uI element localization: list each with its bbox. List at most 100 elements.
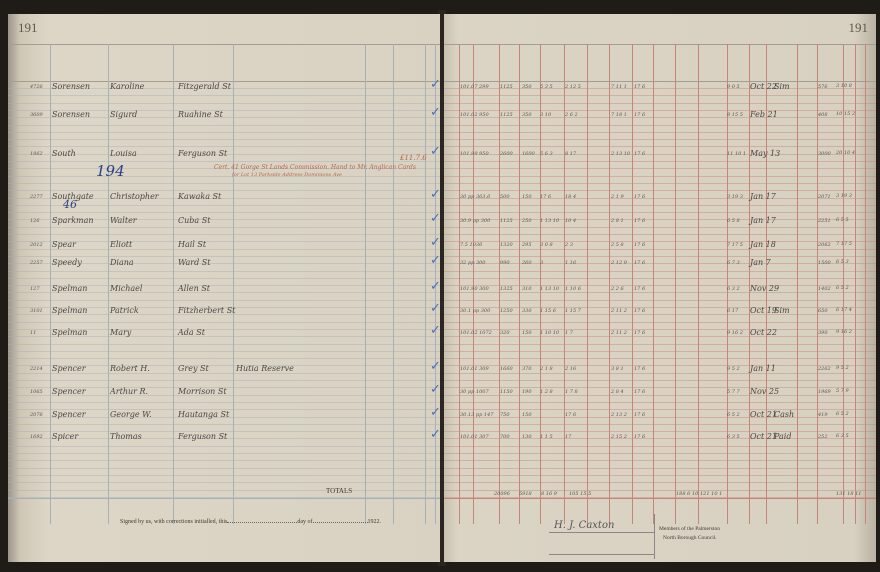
- christian-name: Sigurd: [110, 110, 138, 119]
- column-rule: [108, 44, 109, 524]
- ruled-line: [8, 380, 440, 381]
- water-rate: 2 2 6: [611, 286, 624, 292]
- receipt-number: 408: [818, 112, 828, 118]
- ruled-line: [8, 226, 440, 228]
- receipt-number: 1402: [818, 286, 831, 292]
- ruled-line: [444, 124, 876, 126]
- other-rate: 17 6: [634, 84, 646, 90]
- column-rule: [173, 44, 174, 524]
- ruled-line: [8, 416, 440, 418]
- ruled-line: [8, 431, 440, 433]
- ruled-line: [8, 197, 440, 199]
- ruled-line: [8, 255, 440, 257]
- ruled-line: [444, 387, 876, 389]
- roll-number: 2076: [30, 412, 43, 418]
- general-rate: 5 3 5: [540, 84, 553, 90]
- total-capital: 20096: [494, 491, 510, 497]
- column-rule: [365, 44, 366, 524]
- total-rates: 9 0 5: [727, 84, 740, 90]
- ruled-line: [444, 285, 876, 287]
- christian-name: Walter: [110, 216, 137, 225]
- other-rate: 17 6: [634, 286, 646, 292]
- check-mark-icon: ✓: [430, 381, 440, 396]
- ruled-line: [444, 321, 876, 323]
- total-rates: 5 7 7: [727, 389, 740, 395]
- ruled-line: [444, 131, 876, 133]
- ruled-line: [444, 445, 876, 447]
- general-rate: 1 13 10: [540, 218, 560, 224]
- check-mark-icon: ✓: [430, 143, 440, 158]
- roll-number: 1862: [30, 151, 43, 157]
- general-rate: 1 10 10: [540, 330, 560, 336]
- surname: Spelman: [52, 328, 88, 337]
- ruled-line: [8, 285, 440, 287]
- ruled-line: [8, 350, 440, 352]
- ruled-line: [8, 161, 440, 162]
- arrears: 6 5 5: [836, 217, 849, 223]
- ruled-line: [444, 489, 876, 491]
- ruled-line: [444, 438, 876, 440]
- water-rate: 2 13 2: [611, 412, 627, 418]
- surname: Spencer: [52, 387, 86, 396]
- general-rate: 1 15 6: [540, 308, 556, 314]
- special-rate: 2 16: [565, 366, 577, 372]
- receipt-number: 3000: [818, 151, 831, 157]
- christian-name: Patrick: [110, 306, 139, 315]
- roll-number: 3101: [30, 308, 43, 314]
- arrears: 7 17 5: [836, 241, 852, 247]
- unimproved-value: 150: [522, 330, 532, 336]
- ruled-line: [444, 219, 876, 221]
- general-rate: 3 0 8: [540, 242, 553, 248]
- receipt-number: 2062: [818, 242, 831, 248]
- date-of-payment: Oct 19: [750, 306, 777, 315]
- total-rates: 6 3 5: [727, 434, 740, 440]
- date-of-payment: Jan 18: [750, 240, 776, 249]
- check-mark-icon: ✓: [430, 358, 440, 373]
- roll-number: 2257: [30, 260, 43, 266]
- arrears: 6 3 5: [836, 433, 849, 439]
- roll-number: 1692: [30, 434, 43, 440]
- other-rate: 17 6: [634, 260, 646, 266]
- special-rate: 1 7 8: [565, 389, 578, 395]
- surname: Speedy: [52, 258, 82, 267]
- ruled-line: [444, 431, 876, 433]
- ruled-line: [444, 328, 876, 330]
- ruled-line: [8, 146, 440, 148]
- special-rate: 2 6 2: [565, 112, 578, 118]
- total-rates: 6 17: [727, 308, 739, 314]
- totals-label: TOTALS: [326, 487, 353, 495]
- red-note-2: for Lot 13 Parkside Address Dominions Av…: [232, 172, 343, 178]
- receipt-number: 419: [818, 412, 828, 418]
- unimproved-value: 250: [522, 218, 532, 224]
- water-rate: 7 18 1: [611, 112, 627, 118]
- receipt-number: 2262: [818, 366, 831, 372]
- capital-value: 1325: [500, 286, 513, 292]
- column-rule: [865, 44, 866, 524]
- date-of-payment: Jan 17: [750, 216, 776, 225]
- capital-value: 2600: [500, 151, 513, 157]
- ruled-line: [8, 131, 440, 133]
- page-number-right: 191: [848, 20, 869, 35]
- arrears: 6 5 2: [836, 411, 849, 417]
- water-rate: 2 15 2: [611, 434, 627, 440]
- check-mark-icon: ✓: [430, 426, 440, 441]
- paid-by: Cash: [774, 410, 795, 419]
- ruled-line: [8, 263, 440, 265]
- ruled-line: [444, 226, 876, 228]
- general-rate: 3 10: [540, 112, 552, 118]
- ruled-line: [444, 102, 876, 104]
- other-rate: 17 6: [634, 389, 646, 395]
- arrears: 20 10 4: [836, 150, 856, 156]
- date-of-payment: Jan 7: [750, 258, 771, 267]
- surname: Spencer: [52, 364, 86, 373]
- area: 30.1 pp 300: [460, 308, 491, 314]
- arrears: 6 17 4: [836, 307, 852, 313]
- total-rates: 9 5 2: [727, 366, 740, 372]
- water-rate: 2 11 2: [611, 330, 627, 336]
- arrears: 3 19 3: [836, 193, 852, 199]
- ruled-line: [8, 343, 440, 345]
- check-mark-icon: ✓: [430, 210, 440, 225]
- column-rule: [435, 44, 436, 524]
- christian-name: Diana: [110, 258, 134, 267]
- receipt-number: 576: [818, 84, 828, 90]
